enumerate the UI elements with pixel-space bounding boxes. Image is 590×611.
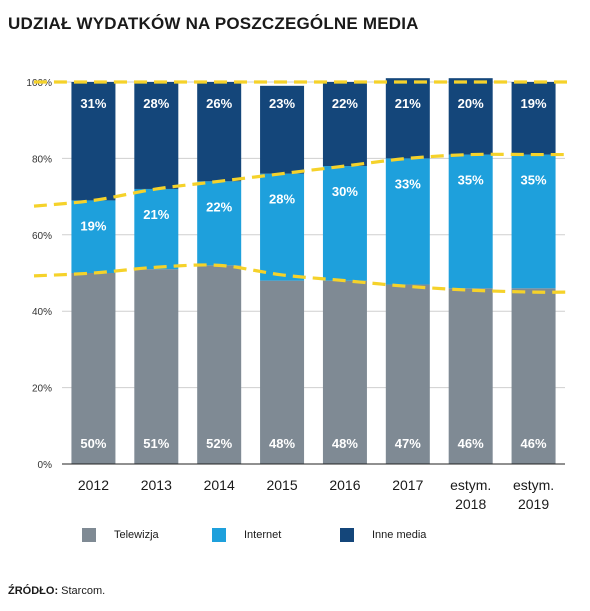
legend-item-telewizja: Telewizja [82, 528, 159, 542]
bar-inne_media [511, 82, 556, 155]
source-label: ŹRÓDŁO: [8, 585, 59, 597]
y-tick-label: 60% [32, 231, 52, 242]
bar-inne_media [448, 78, 493, 155]
x-tick-label: 2012 [78, 477, 109, 493]
x-tick-label: 2015 [266, 477, 297, 493]
x-tick-label: 2018 [455, 496, 486, 512]
data-label-inne_media: 21% [395, 96, 421, 111]
data-label-internet: 33% [395, 176, 421, 191]
bar-telewizja [385, 284, 430, 464]
data-label-inne_media: 19% [521, 96, 547, 111]
bar-internet [71, 200, 116, 273]
data-label-telewizja: 48% [269, 436, 295, 451]
y-tick-label: 0% [38, 460, 53, 471]
bar-internet [134, 188, 179, 270]
bar-internet [385, 158, 430, 285]
x-tick-label: 2013 [141, 477, 172, 493]
data-label-internet: 28% [269, 192, 295, 207]
x-tick-label: 2016 [329, 477, 360, 493]
bar-internet [322, 166, 367, 281]
x-tick-label: 2017 [392, 477, 423, 493]
bar-telewizja [197, 265, 242, 464]
bar-telewizja [322, 280, 367, 464]
data-label-telewizja: 46% [458, 436, 484, 451]
y-tick-label: 20% [32, 384, 52, 395]
bar-inne_media [71, 82, 116, 201]
bar-telewizja [511, 288, 556, 464]
legend-item-inne-media: Inne media [340, 528, 426, 542]
legend-swatch-telewizja [82, 528, 96, 542]
bar-inne_media [260, 85, 305, 174]
x-tick-label: 2019 [518, 496, 549, 512]
data-label-internet: 21% [143, 207, 169, 222]
data-label-telewizja: 50% [80, 436, 106, 451]
data-label-telewizja: 48% [332, 436, 358, 451]
data-label-inne_media: 31% [80, 96, 106, 111]
bar-internet [260, 173, 305, 281]
data-label-internet: 19% [80, 218, 106, 233]
legend-label-inne-media: Inne media [372, 529, 427, 541]
x-tick-label: estym. [450, 477, 491, 493]
data-label-internet: 30% [332, 184, 358, 199]
bar-telewizja [260, 280, 305, 464]
y-tick-label: 40% [32, 307, 52, 318]
legend-swatch-inne-media [340, 528, 354, 542]
data-label-telewizja: 52% [206, 436, 232, 451]
bar-inne_media [134, 82, 179, 189]
chart-title: UDZIAŁ WYDATKÓW NA POSZCZEGÓLNE MEDIA [8, 14, 419, 33]
data-label-internet: 35% [521, 173, 547, 188]
stacked-bar-chart: 0%20%40%60%80%100%50%19%31%51%21%28%52%2… [26, 78, 568, 512]
bar-internet [448, 154, 493, 289]
legend-label-telewizja: Telewizja [114, 529, 159, 541]
bar-inne_media [385, 78, 430, 159]
bar-telewizja [448, 288, 493, 464]
bar-telewizja [134, 269, 179, 464]
data-label-inne_media: 23% [269, 96, 295, 111]
bar-telewizja [71, 273, 116, 464]
x-tick-label: 2014 [204, 477, 235, 493]
bar-internet [197, 181, 242, 266]
data-label-inne_media: 22% [332, 96, 358, 111]
data-label-inne_media: 28% [143, 96, 169, 111]
bar-inne_media [197, 82, 242, 182]
data-label-telewizja: 47% [395, 436, 421, 451]
source-text: Starcom. [58, 585, 106, 597]
data-label-internet: 22% [206, 199, 232, 214]
data-label-telewizja: 46% [521, 436, 547, 451]
data-label-telewizja: 51% [143, 436, 169, 451]
trend-line [33, 152, 567, 208]
legend-label-internet: Internet [244, 529, 282, 541]
trend-line [33, 263, 568, 294]
y-tick-label: 80% [32, 154, 52, 165]
x-tick-label: estym. [513, 477, 554, 493]
bar-inne_media [322, 82, 367, 167]
data-label-inne_media: 20% [458, 96, 484, 111]
data-label-inne_media: 26% [206, 96, 232, 111]
data-label-internet: 35% [458, 173, 484, 188]
source-note: ŹRÓDŁO: Starcom. [8, 585, 105, 597]
legend-item-internet: Internet [212, 528, 281, 542]
bar-internet [511, 154, 556, 289]
legend-swatch-internet [212, 528, 226, 542]
